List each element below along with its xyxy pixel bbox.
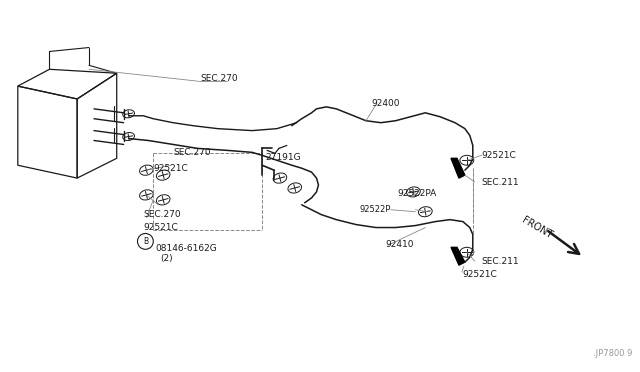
Text: 92521C: 92521C — [462, 270, 497, 279]
Text: 92410: 92410 — [386, 240, 414, 249]
Text: SEC.211: SEC.211 — [482, 177, 519, 186]
Text: 92522PA: 92522PA — [397, 189, 437, 198]
Text: (2): (2) — [160, 254, 173, 263]
Text: 08146-6162G: 08146-6162G — [156, 244, 217, 253]
Polygon shape — [451, 247, 465, 265]
Text: SEC.270: SEC.270 — [143, 210, 181, 219]
Text: 92522P: 92522P — [359, 205, 390, 214]
Text: SEC.270: SEC.270 — [201, 74, 239, 83]
Polygon shape — [451, 158, 465, 178]
Text: B: B — [143, 237, 148, 246]
Text: 92400: 92400 — [371, 99, 399, 108]
Text: 92521C: 92521C — [482, 151, 516, 160]
Text: 27191G: 27191G — [265, 153, 301, 162]
Text: FRONT: FRONT — [520, 215, 554, 241]
Text: 92521C: 92521C — [154, 164, 188, 173]
Text: SEC.211: SEC.211 — [482, 257, 519, 266]
Text: 92521C: 92521C — [143, 223, 178, 232]
Text: SEC.270: SEC.270 — [173, 148, 211, 157]
Text: .JP7800 9: .JP7800 9 — [593, 349, 633, 357]
